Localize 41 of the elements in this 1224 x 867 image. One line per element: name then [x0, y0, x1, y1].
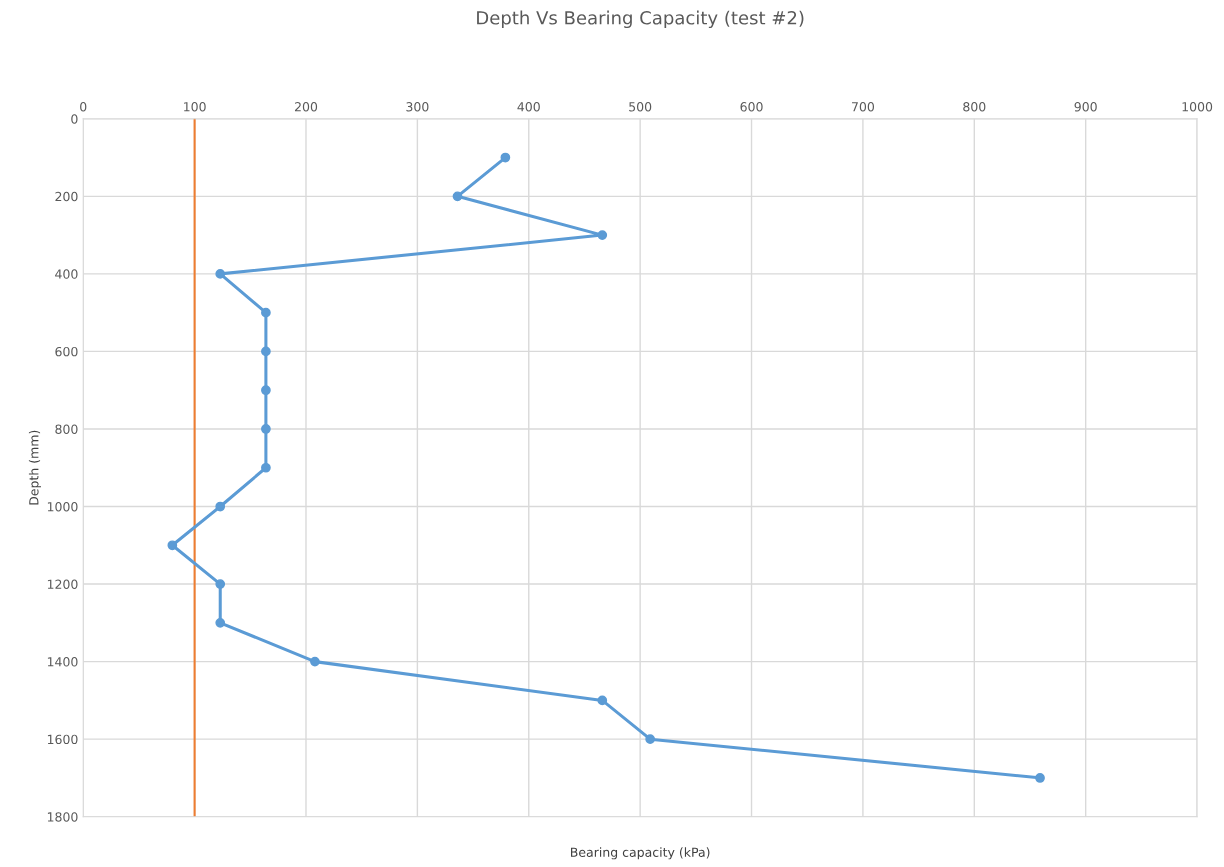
point [215, 501, 226, 512]
chart-title: Depth Vs Bearing Capacity (test #2) [477, 10, 804, 29]
y-tick-label: 400 [55, 269, 78, 279]
point [310, 656, 320, 667]
y-tick-label: 1600 [47, 734, 78, 745]
point [500, 152, 511, 163]
point [597, 230, 608, 240]
point [452, 191, 463, 202]
x-tick-label: 100 [184, 102, 206, 112]
y-tick-label: 0 [71, 114, 78, 124]
y-tick-label: 800 [55, 424, 78, 434]
y-tick-label: 1000 [47, 501, 78, 512]
point [261, 462, 271, 473]
point [261, 307, 271, 318]
x-tick-label: 400 [517, 102, 540, 112]
x-tick-label: 800 [963, 102, 986, 112]
point [261, 385, 271, 396]
point [597, 695, 608, 706]
y-tick-label: 200 [55, 191, 78, 202]
x-tick-label: 600 [740, 102, 763, 112]
x-axis-title: Bearing capacity (kPa) [571, 847, 710, 860]
x-tick-label: 900 [1074, 102, 1097, 112]
point [215, 579, 226, 589]
point [167, 540, 178, 551]
y-axis-title: Depth (mm) [28, 430, 41, 505]
point [215, 269, 226, 279]
x-tick-label: 500 [629, 102, 652, 112]
x-tick-label: 0 [80, 102, 87, 112]
y-tick-label: 600 [55, 346, 78, 357]
point [645, 734, 656, 745]
point [261, 424, 271, 434]
point [261, 346, 271, 357]
x-tick-label: 200 [294, 102, 318, 112]
x-tick-label: 700 [852, 102, 875, 112]
x-tick-label: 300 [406, 102, 429, 112]
x-tick-label: 1000 [1182, 102, 1213, 112]
y-tick-label: 1400 [47, 657, 78, 667]
y-tick-label: 1200 [47, 579, 78, 589]
point [1035, 773, 1045, 783]
y-tick-label: 1800 [47, 812, 78, 822]
point [215, 617, 226, 628]
